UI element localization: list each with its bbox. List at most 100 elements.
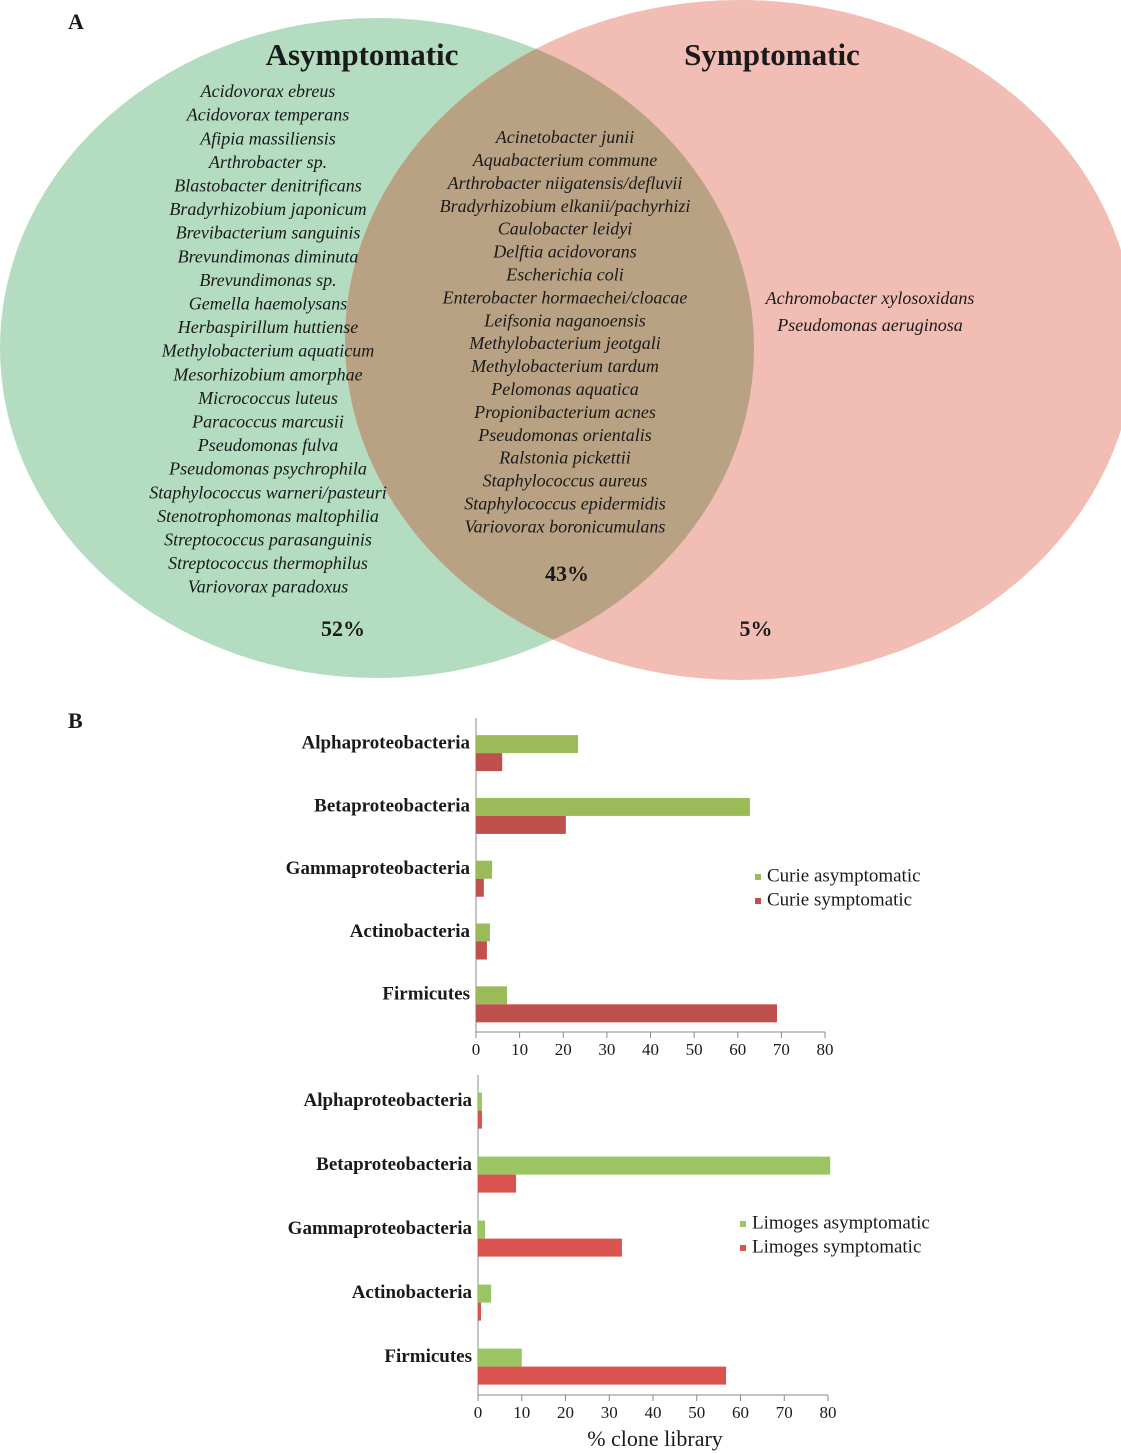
category-label: Alphaproteobacteria	[303, 1090, 472, 1111]
bar	[478, 1302, 482, 1321]
x-tick-label: 20	[555, 1040, 572, 1059]
bar	[478, 1284, 492, 1303]
species: Acidovorax ebreus	[200, 81, 336, 101]
species: Methylobacterium tardum	[470, 356, 659, 376]
species: Herbaspirillum huttiense	[177, 317, 359, 337]
x-tick-label: 30	[601, 1403, 618, 1422]
set-title: Symptomatic	[684, 37, 860, 72]
percent-label: 52%	[321, 616, 365, 641]
x-tick-label: 70	[776, 1403, 793, 1422]
x-tick-label: 40	[645, 1403, 662, 1422]
species: Delftia acidovorans	[492, 242, 636, 262]
species: Streptococcus thermophilus	[168, 553, 368, 573]
species: Aquabacterium commune	[472, 150, 657, 170]
species: Acinetobacter junii	[495, 127, 634, 147]
category-label: Gammaproteobacteria	[286, 858, 471, 879]
species: Methylobacterium aquaticum	[161, 341, 374, 361]
category-label: Gammaproteobacteria	[288, 1218, 473, 1239]
legend-label: Limoges asymptomatic	[752, 1212, 930, 1233]
x-tick-label: 30	[598, 1040, 615, 1059]
bar	[478, 1238, 622, 1257]
x-tick-label: 50	[688, 1403, 705, 1422]
legend-label: Curie symptomatic	[767, 889, 912, 910]
bar	[478, 1110, 482, 1129]
species: Propionibacterium acnes	[473, 402, 656, 422]
percent-label: 5%	[740, 616, 773, 641]
x-tick-label: 0	[474, 1403, 483, 1422]
x-tick-label: 60	[729, 1040, 746, 1059]
x-tick-label: 80	[820, 1403, 837, 1422]
species: Afipia massiliensis	[199, 128, 336, 148]
species: Bradyrhizobium elkanii/pachyrhizi	[440, 196, 691, 216]
x-axis-title: % clone library	[587, 1426, 723, 1451]
species: Streptococcus parasanguinis	[164, 530, 372, 550]
species: Blastobacter denitrificans	[174, 176, 361, 196]
species: Escherichia coli	[505, 265, 623, 285]
legend-swatch	[755, 898, 761, 904]
species: Pseudomonas orientalis	[477, 425, 652, 445]
species: Mesorhizobium amorphae	[172, 364, 362, 384]
set-title: Asymptomatic	[266, 37, 459, 72]
species: Pseudomonas aeruginosa	[776, 315, 963, 335]
species: Staphylococcus warneri/pasteuri	[149, 482, 386, 502]
category-label: Firmicutes	[384, 1346, 472, 1367]
species: Stenotrophomonas maltophilia	[157, 506, 379, 526]
species: Bradyrhizobium japonicum	[169, 199, 366, 219]
panel-label: A	[68, 9, 84, 34]
species: Variovorax paradoxus	[188, 577, 349, 597]
category-label: Actinobacteria	[352, 1282, 473, 1303]
species: Caulobacter leidyi	[498, 219, 632, 239]
legend-swatch	[740, 1245, 746, 1251]
bar	[478, 1156, 831, 1175]
species: Micrococcus luteus	[197, 388, 338, 408]
species: Brevundimonas sp.	[199, 270, 336, 290]
species: Pseudomonas psychrophila	[168, 459, 367, 479]
species: Leifsonia naganoensis	[483, 310, 646, 330]
bar	[476, 735, 579, 754]
bar	[476, 1004, 778, 1023]
bar	[476, 923, 490, 942]
species: Variovorax boronicumulans	[465, 516, 666, 536]
species: Staphylococcus epidermidis	[464, 494, 665, 514]
legend-swatch	[740, 1221, 746, 1227]
species: Pelomonas aquatica	[490, 379, 638, 399]
species: Achromobacter xylosoxidans	[765, 288, 975, 308]
x-tick-label: 50	[686, 1040, 703, 1059]
species: Enterobacter hormaechei/cloacae	[442, 287, 688, 307]
category-label: Firmicutes	[382, 984, 470, 1005]
x-tick-label: 40	[642, 1040, 659, 1059]
species: Brevundimonas diminuta	[178, 246, 359, 266]
species: Staphylococcus aureus	[483, 471, 648, 491]
legend-swatch	[755, 874, 761, 880]
x-tick-label: 80	[817, 1040, 834, 1059]
species: Pseudomonas fulva	[197, 435, 338, 455]
percent-label: 43%	[545, 561, 589, 586]
bar	[476, 860, 493, 879]
species: Gemella haemolysans	[189, 294, 347, 314]
x-tick-label: 20	[557, 1403, 574, 1422]
bar	[478, 1366, 727, 1385]
bar	[476, 815, 566, 834]
legend-label: Limoges symptomatic	[752, 1236, 921, 1257]
species: Arthrobacter niigatensis/defluvii	[447, 173, 683, 193]
bar	[476, 753, 503, 772]
bar	[478, 1092, 482, 1111]
x-tick-label: 70	[773, 1040, 790, 1059]
panel-label: B	[68, 708, 83, 733]
species: Arthrobacter sp.	[208, 152, 327, 172]
bar	[478, 1348, 522, 1367]
bar	[476, 986, 507, 1005]
category-label: Actinobacteria	[350, 921, 471, 942]
bar	[476, 941, 487, 960]
bar	[478, 1174, 517, 1193]
species: Brevibacterium sanguinis	[176, 223, 361, 243]
category-label: Alphaproteobacteria	[301, 732, 470, 753]
category-label: Betaproteobacteria	[316, 1154, 472, 1175]
legend-label: Curie asymptomatic	[767, 865, 921, 886]
bar	[476, 878, 484, 897]
x-tick-label: 60	[732, 1403, 749, 1422]
species: Acidovorax temperans	[186, 105, 349, 125]
species: Ralstonia pickettii	[498, 448, 630, 468]
x-tick-label: 10	[511, 1040, 528, 1059]
